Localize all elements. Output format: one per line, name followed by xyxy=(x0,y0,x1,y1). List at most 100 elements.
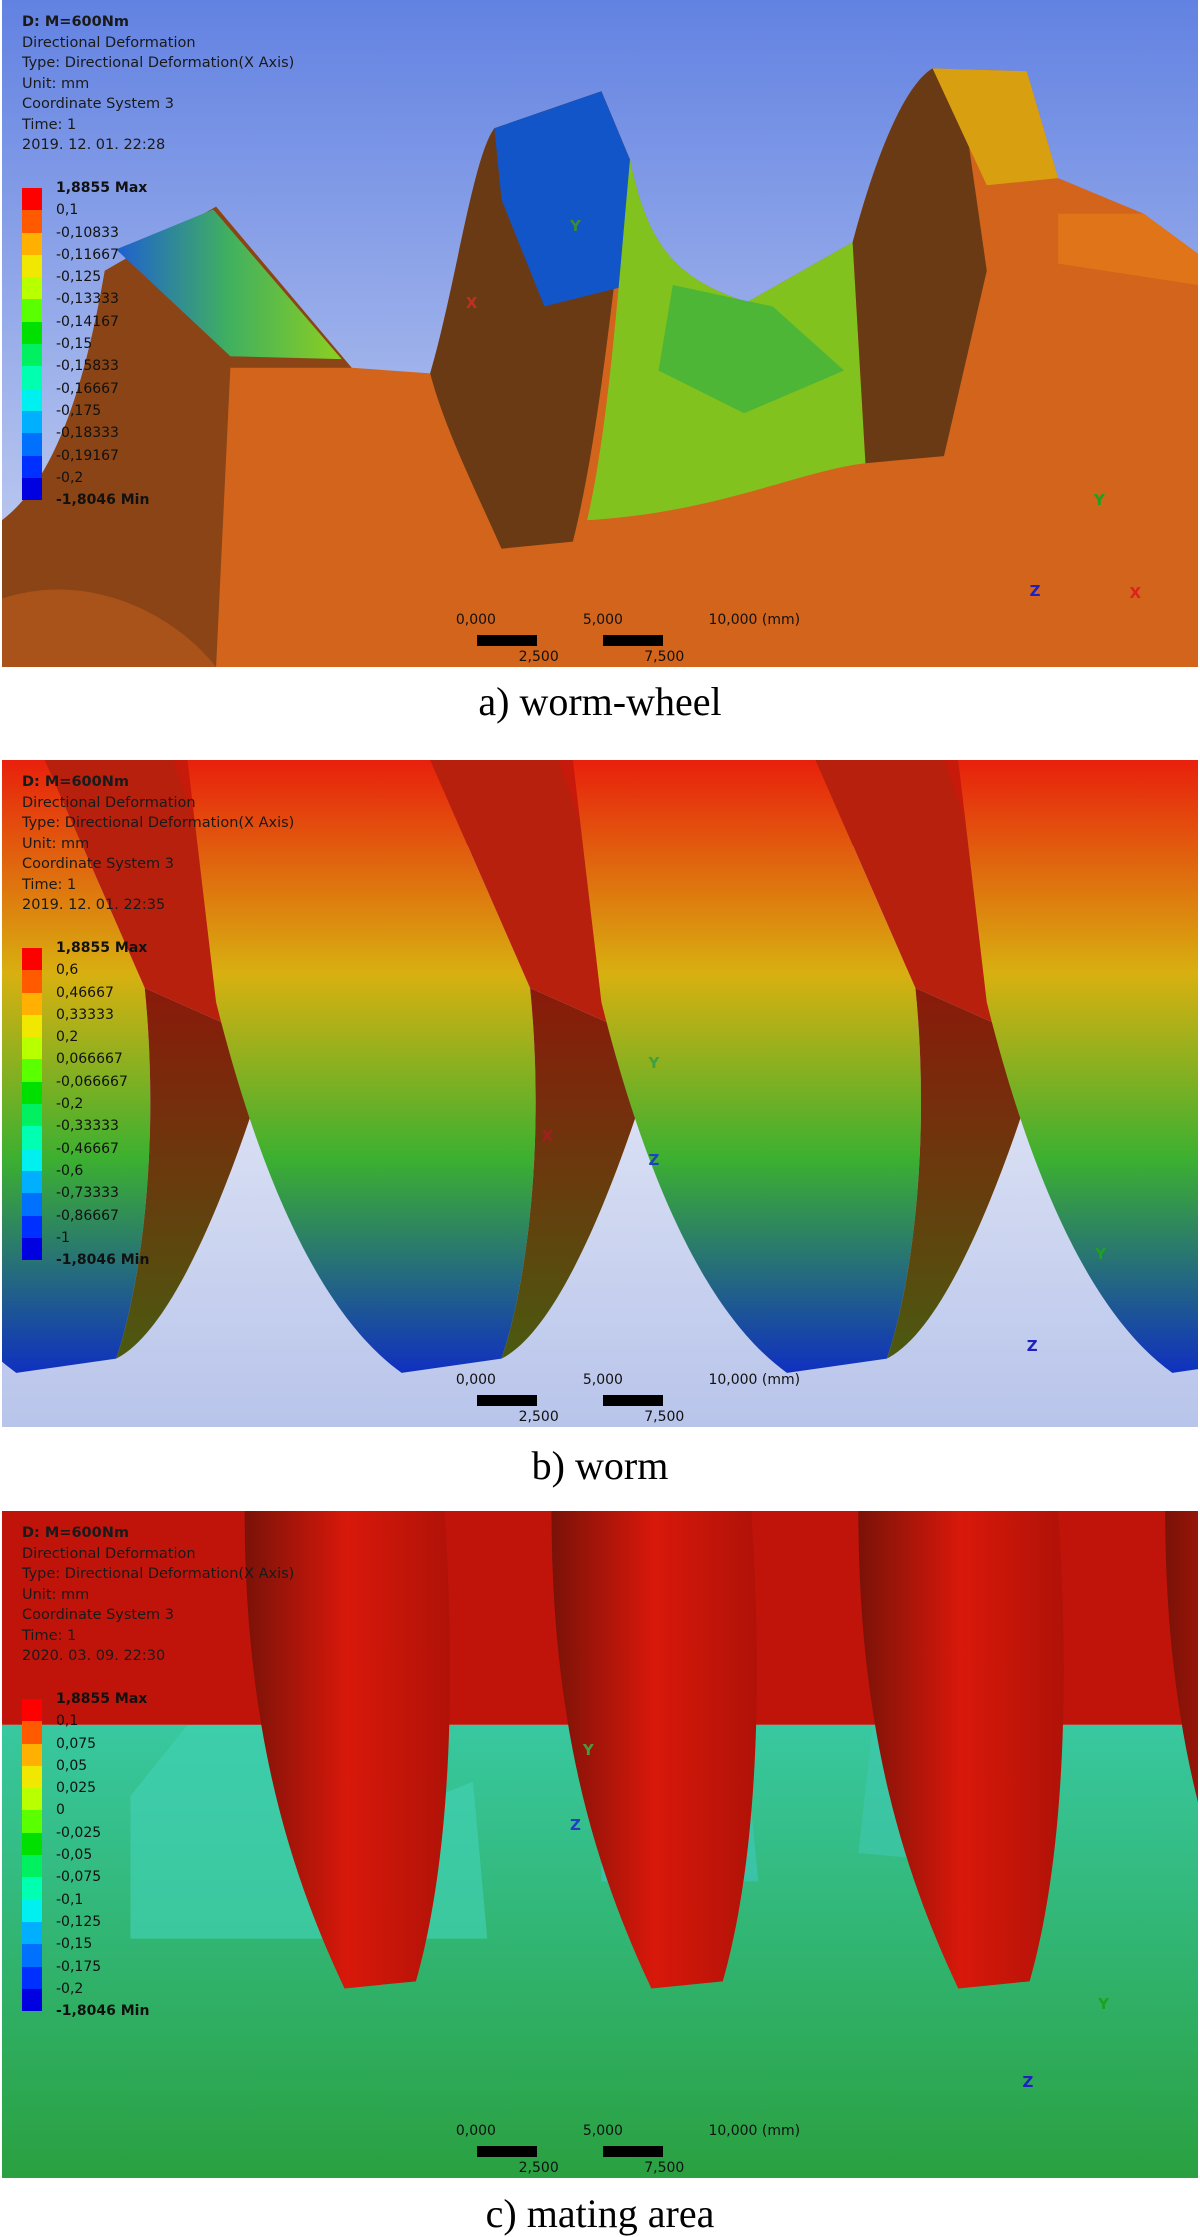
legend-label: 0,46667 xyxy=(56,984,114,1001)
legend-label: -0,1 xyxy=(56,1891,84,1908)
legend-band xyxy=(22,1810,42,1833)
info-line: Directional Deformation xyxy=(22,34,196,51)
info-text: D: M=600Nm Directional Deformation Type: D… xyxy=(22,772,294,916)
legend-label: 0,6 xyxy=(56,962,79,979)
legend-band xyxy=(22,277,42,300)
legend-band xyxy=(22,1059,42,1082)
legend-label: -0,2 xyxy=(56,1096,84,1113)
scale-label: 2,500 xyxy=(518,649,559,666)
axis-label: Y xyxy=(648,1054,660,1072)
panel-worm-wheel: D: M=600Nm Directional Deformation Type: D… xyxy=(2,0,1198,667)
scale-bar xyxy=(602,1395,663,1407)
info-line: Type: Directional Deformation(X Axis) xyxy=(22,815,295,831)
info-text: D: M=600Nm Directional Deformation Type: D… xyxy=(22,1523,294,1667)
scale-bar xyxy=(602,635,663,647)
legend-label: -0,125 xyxy=(56,269,102,286)
legend-label: -0,2 xyxy=(56,469,84,486)
legend-band xyxy=(22,1899,42,1922)
legend-band xyxy=(22,1037,42,1060)
legend-label: 1,8855 Max xyxy=(56,940,148,956)
legend-label: -0,11667 xyxy=(56,246,119,263)
legend-label: -0,066667 xyxy=(56,1073,128,1090)
legend-band xyxy=(22,1699,42,1722)
legend-band xyxy=(22,410,42,434)
info-line: Coordinate System 3 xyxy=(22,856,175,872)
legend-label: -1,8046 Min xyxy=(56,2003,150,2020)
scale-label: 10,000 (mm) xyxy=(708,612,801,629)
legend-band xyxy=(22,1877,42,1900)
legend-band xyxy=(22,948,42,971)
info-line: 2019. 12. 01. 22:35 xyxy=(22,897,166,913)
legend-label: 0,2 xyxy=(56,1029,79,1046)
legend-label: -0,10833 xyxy=(56,224,119,241)
legend-band xyxy=(22,1743,42,1766)
legend-label: 0,075 xyxy=(56,1735,97,1752)
info-line: Unit: mm xyxy=(22,75,90,92)
legend-label: -0,15833 xyxy=(56,358,119,375)
legend-label: -0,15 xyxy=(56,1936,93,1953)
legend-label: -1,8046 Min xyxy=(56,1252,150,1269)
render xyxy=(2,1511,1198,2178)
legend-band xyxy=(22,388,42,411)
legend-band xyxy=(22,232,42,255)
legend-band xyxy=(22,1148,42,1171)
legend-label: -0,05 xyxy=(56,1847,93,1864)
legend-band xyxy=(22,1765,42,1789)
scale-label: 10,000 (mm) xyxy=(708,2123,801,2140)
legend-label: -0,73333 xyxy=(56,1185,119,1202)
scale-label: 2,500 xyxy=(518,1409,559,1426)
scale-label: 10,000 (mm) xyxy=(708,1372,801,1389)
axis-label: Z xyxy=(1029,582,1041,601)
axis-label: X xyxy=(1129,583,1142,602)
axis-label: Z xyxy=(1022,2073,1034,2092)
legend-label: -0,175 xyxy=(56,1958,102,1975)
scale-label: 0,000 xyxy=(455,612,496,629)
caption: c) mating area xyxy=(485,2191,715,2236)
scale-bar xyxy=(602,2146,663,2158)
scale-label: 5,000 xyxy=(582,1372,623,1389)
info-text: D: M=600Nm Directional Deformation Type: D… xyxy=(22,12,294,156)
info-line: Unit: mm xyxy=(22,1586,90,1603)
legend-label: -1 xyxy=(56,1229,70,1246)
legend-label: -0,19167 xyxy=(56,447,119,464)
legend-label: 0,33333 xyxy=(56,1006,114,1023)
info-line: D: M=600Nm xyxy=(22,1525,129,1541)
scale-label: 5,000 xyxy=(582,612,623,629)
info-line: 2020. 03. 09. 22:30 xyxy=(22,1648,166,1664)
legend-label: 0,1 xyxy=(56,1713,79,1730)
axis-label: Y xyxy=(582,1740,594,1759)
axis-label: Y xyxy=(1095,1245,1107,1264)
legend-band xyxy=(22,433,42,456)
legend-label: -0,025 xyxy=(56,1824,102,1841)
legend-band xyxy=(22,1832,42,1856)
legend-band xyxy=(22,1081,42,1105)
scale-bar xyxy=(477,635,538,647)
legend-band xyxy=(22,299,42,322)
legend-label: -0,6 xyxy=(56,1162,84,1179)
legend-band xyxy=(22,1721,42,1744)
info-line: Type: Directional Deformation(X Axis) xyxy=(22,55,295,71)
info-line: D: M=600Nm xyxy=(22,14,129,30)
legend-band xyxy=(22,1921,42,1945)
scale-label: 2,500 xyxy=(518,2160,559,2177)
legend-label: -0,175 xyxy=(56,402,102,419)
scale-bar xyxy=(477,1395,538,1407)
legend-band xyxy=(22,210,42,233)
legend-band xyxy=(22,992,42,1015)
info-line: D: M=600Nm xyxy=(22,774,129,790)
legend-band xyxy=(22,1193,42,1216)
legend-label: -0,16667 xyxy=(56,380,119,397)
panel-mating-area: D: M=600Nm Directional Deformation Type: D… xyxy=(2,1511,1198,2178)
info-line: Unit: mm xyxy=(22,835,90,852)
legend-band xyxy=(22,970,42,993)
axis-label: Y xyxy=(1098,1994,1109,2013)
legend-label: -0,2 xyxy=(56,1980,84,1997)
legend-band xyxy=(22,366,42,389)
legend-label: -1,8046 Min xyxy=(56,492,150,509)
axis-label: X xyxy=(465,294,478,312)
legend-label: -0,075 xyxy=(56,1869,102,1886)
caption: b) worm xyxy=(531,1443,669,1488)
legend-label: -0,18333 xyxy=(56,425,119,442)
axis-label: X xyxy=(541,1126,554,1145)
legend-band xyxy=(22,477,42,501)
